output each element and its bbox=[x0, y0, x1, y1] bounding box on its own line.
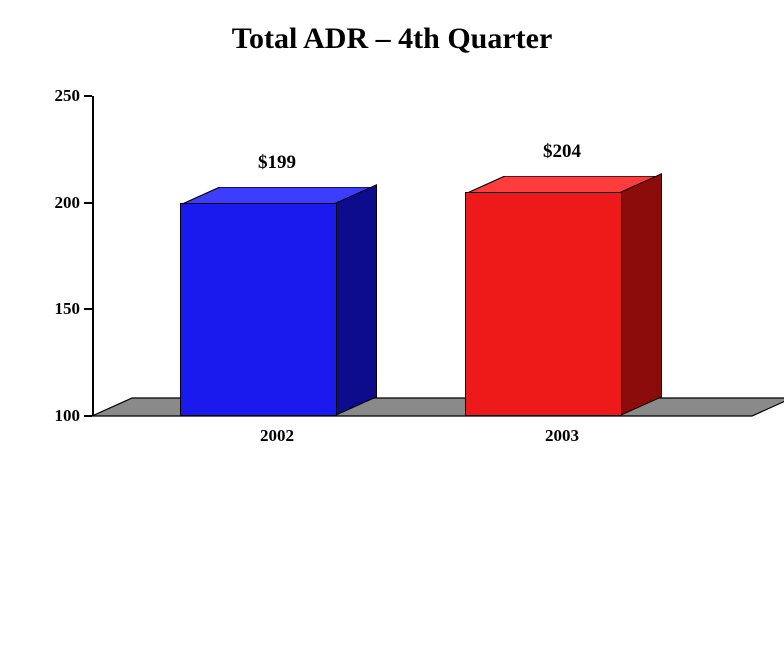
bar-front-face bbox=[465, 192, 622, 416]
bar-value-label: $199 bbox=[258, 152, 296, 174]
bar-value-label: $204 bbox=[543, 141, 581, 163]
bar-front-face bbox=[180, 203, 337, 416]
bar-2002 bbox=[180, 96, 375, 416]
x-category-label: 2002 bbox=[260, 426, 294, 446]
bar-side-face bbox=[335, 184, 377, 416]
chart-floor bbox=[32, 96, 784, 665]
x-category-label: 2003 bbox=[545, 426, 579, 446]
bar-side-face bbox=[620, 173, 662, 416]
bar-chart: 250 200 150 100 $199 2002 $204 2003 bbox=[32, 96, 752, 486]
chart-title: Total ADR – 4th Quarter bbox=[0, 22, 784, 56]
